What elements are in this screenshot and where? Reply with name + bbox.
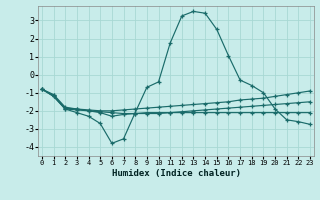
X-axis label: Humidex (Indice chaleur): Humidex (Indice chaleur) — [111, 169, 241, 178]
